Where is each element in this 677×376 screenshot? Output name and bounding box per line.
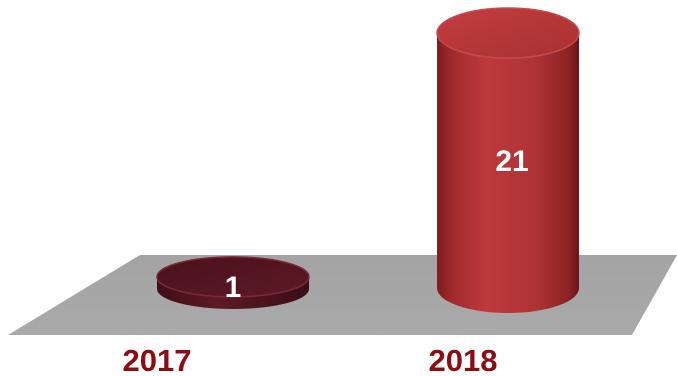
category-label-2018: 2018	[429, 343, 498, 376]
data-label-2018: 21	[495, 145, 528, 178]
category-label-2017: 2017	[123, 343, 192, 376]
data-label-2017: 1	[225, 271, 242, 304]
bar-top-2018	[437, 8, 579, 58]
